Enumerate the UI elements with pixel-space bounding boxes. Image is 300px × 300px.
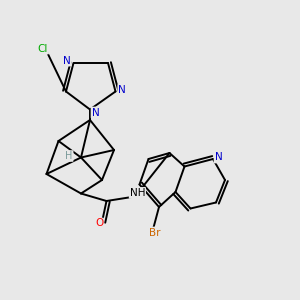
Text: N: N bbox=[214, 152, 222, 163]
Text: N: N bbox=[63, 56, 71, 66]
Text: N: N bbox=[92, 107, 99, 118]
Text: NH: NH bbox=[130, 188, 145, 198]
Text: H: H bbox=[65, 151, 73, 161]
Text: Cl: Cl bbox=[38, 44, 48, 54]
Text: O: O bbox=[95, 218, 103, 229]
Text: N: N bbox=[118, 85, 126, 95]
Text: Br: Br bbox=[149, 227, 160, 238]
